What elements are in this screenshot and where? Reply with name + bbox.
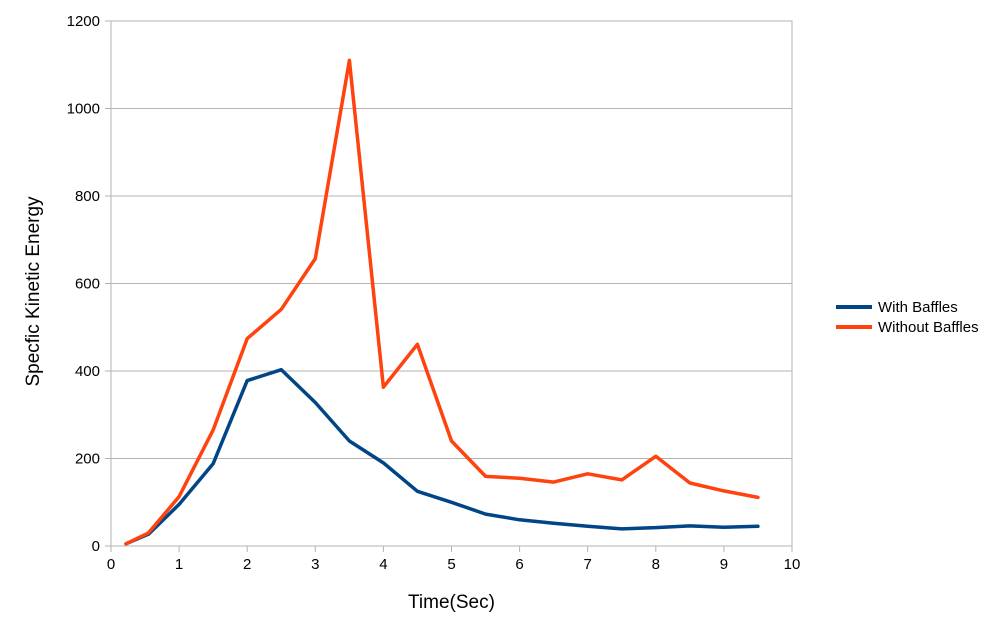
y-axis-title: Specfic Kinetic Energy — [23, 196, 44, 387]
legend-label-without-baffles: Without Baffles — [878, 319, 979, 336]
legend: With Baffles Without Baffles — [836, 299, 979, 336]
x-tick-label: 3 — [311, 556, 319, 573]
legend-label-with-baffles: With Baffles — [878, 299, 958, 316]
y-tick-labels: 0 200 400 600 800 1000 1200 — [67, 13, 100, 555]
y-tick-label: 1200 — [67, 13, 100, 30]
series-line-without-baffles — [124, 58, 760, 546]
y-tick-label: 400 — [75, 363, 100, 380]
x-tick-label: 6 — [515, 556, 523, 573]
x-tick-label: 1 — [175, 556, 183, 573]
x-tick-label: 8 — [652, 556, 660, 573]
y-tick-label: 800 — [75, 188, 100, 205]
y-tick-label: 1000 — [67, 101, 100, 118]
y-tick-label: 600 — [75, 276, 100, 293]
x-tick-label: 2 — [243, 556, 251, 573]
series-lines — [124, 58, 760, 546]
y-tick-label: 200 — [75, 451, 100, 468]
x-tick-label: 10 — [784, 556, 801, 573]
x-tick-label: 7 — [584, 556, 592, 573]
x-tick-label: 4 — [379, 556, 387, 573]
plot-area-frame — [110, 20, 793, 547]
y-tick-label: 0 — [92, 538, 100, 555]
series-line-with-baffles — [124, 367, 760, 546]
x-tick-labels: 0 1 2 3 4 5 6 7 8 9 10 — [107, 556, 801, 573]
x-tick-label: 0 — [107, 556, 115, 573]
x-tick-label: 5 — [447, 556, 455, 573]
x-tick-label: 9 — [720, 556, 728, 573]
x-axis-title: Time(Sec) — [408, 592, 495, 613]
